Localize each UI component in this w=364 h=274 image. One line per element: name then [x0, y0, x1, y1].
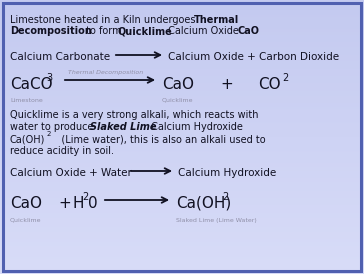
Text: 2: 2 — [282, 73, 288, 83]
Text: to form: to form — [83, 26, 125, 36]
Text: CaO: CaO — [162, 77, 194, 92]
Text: reduce acidity in soil.: reduce acidity in soil. — [10, 146, 114, 156]
Text: Quicklime: Quicklime — [162, 98, 194, 103]
Text: H: H — [72, 196, 83, 211]
Text: +: + — [58, 196, 71, 211]
Text: water to produce: water to produce — [10, 122, 96, 132]
Text: CaCO: CaCO — [10, 77, 53, 92]
Text: Calcium Hydroxide: Calcium Hydroxide — [178, 168, 276, 178]
Text: Slaked Lime: Slaked Lime — [90, 122, 157, 132]
Text: Limestone: Limestone — [10, 98, 43, 103]
Text: Calcium Hydroxide: Calcium Hydroxide — [148, 122, 243, 132]
Text: Quicklime: Quicklime — [10, 218, 41, 223]
Text: Quicklime is a very strong alkali, which reacts with: Quicklime is a very strong alkali, which… — [10, 110, 258, 120]
Text: 3: 3 — [46, 73, 52, 83]
Text: Ca(OH): Ca(OH) — [176, 196, 231, 211]
Text: 0: 0 — [88, 196, 98, 211]
Text: Thermal Decomposition: Thermal Decomposition — [68, 70, 143, 75]
Text: Limestone heated in a Kiln undergoes: Limestone heated in a Kiln undergoes — [10, 15, 199, 25]
Text: Slaked Lime (Lime Water): Slaked Lime (Lime Water) — [176, 218, 257, 223]
Text: 2: 2 — [222, 192, 228, 202]
Text: Thermal: Thermal — [194, 15, 239, 25]
Text: 2: 2 — [82, 192, 88, 202]
Text: CO: CO — [258, 77, 281, 92]
Text: (Lime water), this is also an alkali used to: (Lime water), this is also an alkali use… — [52, 134, 266, 144]
Text: Calcium Oxide: Calcium Oxide — [165, 26, 242, 36]
Text: 2: 2 — [47, 131, 51, 137]
Text: Quicklime: Quicklime — [117, 26, 172, 36]
Text: Calcium Carbonate: Calcium Carbonate — [10, 52, 110, 62]
Text: Decomposition: Decomposition — [10, 26, 92, 36]
Text: Calcium Oxide + Water: Calcium Oxide + Water — [10, 168, 132, 178]
Text: +: + — [220, 77, 233, 92]
Text: CaO: CaO — [10, 196, 42, 211]
Text: Ca(OH): Ca(OH) — [10, 134, 46, 144]
Text: Calcium Oxide + Carbon Dioxide: Calcium Oxide + Carbon Dioxide — [168, 52, 339, 62]
Text: CaO: CaO — [237, 26, 259, 36]
